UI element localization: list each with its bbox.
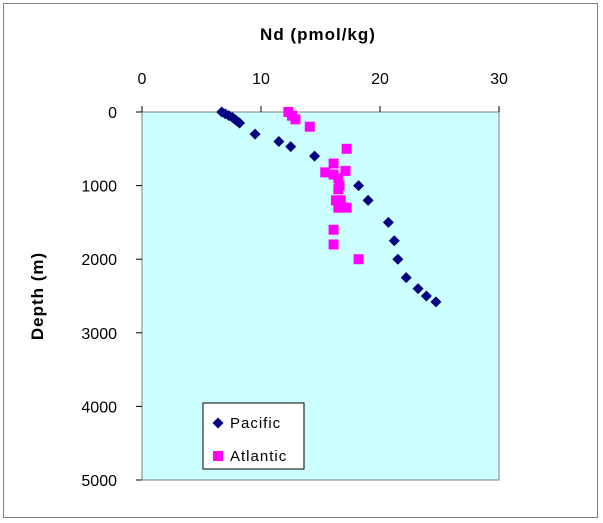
atlantic-point [328,239,339,250]
atlantic-point [328,158,339,169]
chart-title: Nd (pmol/kg) [260,25,376,44]
y-tick-label: 4000 [81,399,117,416]
atlantic-point [353,254,364,265]
x-tick-label: 10 [252,71,270,88]
atlantic-point [328,224,339,235]
y-tick-label: 5000 [81,473,117,490]
x-tick-label: 0 [138,71,147,88]
y-tick-label: 0 [108,105,117,122]
atlantic-point [341,202,352,213]
x-tick-label: 20 [371,71,389,88]
pacific-point [430,296,442,308]
atlantic-point [333,202,344,213]
pacific-point [234,117,246,129]
pacific-point [353,180,365,192]
data-points [216,106,442,308]
y-tick-label: 2000 [81,252,117,269]
plot-area [141,111,500,481]
pacific-point [249,128,261,140]
x-axis: 0 10 20 30 [138,71,508,112]
pacific-point [388,235,400,247]
pacific-point [285,141,297,153]
pacific-point [392,253,404,265]
atlantic-point [341,143,352,154]
legend: Pacific Atlantic [202,402,305,470]
pacific-point [309,150,321,162]
y-axis-label: Depth (m) [28,252,47,340]
atlantic-legend-label: Atlantic [230,448,287,465]
pacific-legend-marker [212,417,224,429]
y-tick-label: 3000 [81,326,117,343]
pacific-point [382,216,394,228]
atlantic-point [304,121,315,132]
y-tick-label: 1000 [81,179,117,196]
pacific-point [273,135,285,147]
atlantic-point [290,114,301,125]
legend-entries: Pacific Atlantic [212,415,287,465]
x-tick-label: 30 [490,71,508,88]
pacific-legend-label: Pacific [230,415,281,432]
atlantic-legend-marker [213,451,223,461]
y-axis: 0 1000 2000 3000 4000 5000 [81,105,142,490]
atlantic-point [333,184,344,195]
pacific-point [412,283,424,295]
atlantic-point [335,195,346,206]
atlantic-point [340,165,351,176]
atlantic-point [333,173,344,184]
pacific-point [400,272,412,284]
pacific-point [362,194,374,206]
atlantic-point [320,167,331,178]
pacific-point [420,290,432,302]
